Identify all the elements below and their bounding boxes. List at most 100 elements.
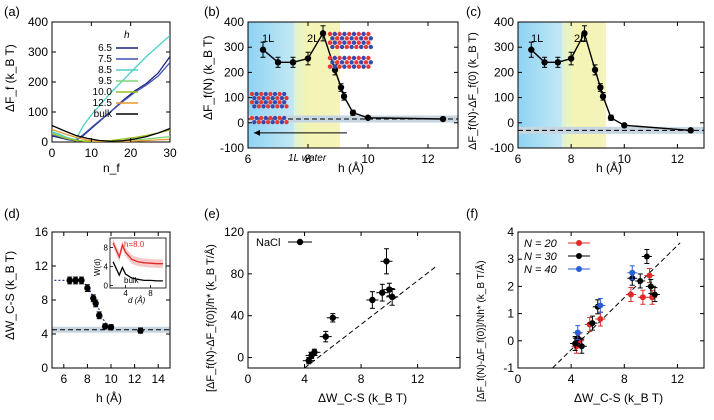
crystal-atom: [346, 64, 352, 69]
crystal-atom: [344, 44, 350, 50]
data-point: [96, 312, 103, 319]
crystal-atom: [272, 100, 278, 105]
crystal-atom: [344, 36, 350, 41]
crystal-atom: [346, 31, 352, 37]
crystal-atom: [282, 91, 287, 97]
crystal-icon-large: [327, 31, 374, 69]
crystal-atom: [351, 64, 357, 69]
crystal-atom: [284, 120, 289, 125]
crystal-atom: [346, 55, 352, 61]
data-point: [101, 323, 109, 330]
data-point: [554, 59, 562, 66]
crystal-atom: [337, 64, 342, 69]
panel-c-content: [518, 25, 704, 134]
crystal-atom: [332, 64, 338, 69]
fit-line: [54, 279, 114, 329]
data-point: [646, 272, 653, 279]
panel-f-label: (f): [466, 206, 478, 221]
crystal-atom: [327, 31, 333, 37]
crystal-atom: [351, 55, 357, 61]
crystal-atom: [356, 40, 362, 45]
crystal-atom: [361, 40, 366, 45]
data-point: [340, 93, 348, 100]
crystal-atom: [358, 44, 364, 50]
panel-c-axes: 6 8 10 12 -100 0 100 200 300 400: [490, 15, 704, 166]
y-tick-label: 0: [41, 135, 48, 149]
panel-b: 1L 2L 6 8 10 12 -100 0 100 200 300 400 (b) 1L wat…: [201, 4, 459, 175]
legend-label: N = 20: [524, 238, 558, 250]
data-point: [137, 327, 144, 334]
crystal-atom: [366, 31, 371, 37]
panel-f-xlabel: ΔW_C-S (k_B T): [574, 391, 663, 405]
legend-label: 6.5: [98, 43, 112, 54]
y-tick-label: 0: [41, 361, 48, 375]
panel-e-ylabel: [ΔF_f(N)-ΔF_f(0)]/h* (k_B T/Å): [204, 244, 217, 392]
crystal-atom: [275, 104, 280, 109]
y-tick-label: 4: [41, 327, 48, 341]
y-tick-label: -1: [503, 361, 514, 375]
y-tick-label: 120: [224, 225, 244, 239]
fit-line: [552, 242, 681, 369]
data-point: [311, 349, 318, 356]
data-point: [651, 291, 658, 298]
data-point: [599, 93, 607, 100]
x-tick-label: 10: [618, 152, 632, 166]
crystal-atom: [363, 60, 369, 65]
data-point: [379, 289, 386, 296]
x-tick-label: 10: [85, 146, 99, 160]
crystal-atom: [366, 64, 371, 69]
crystal-atom: [327, 64, 333, 69]
series-line: [52, 124, 170, 142]
y-tick-label: 100: [494, 91, 514, 105]
crystal-icon-small: [249, 91, 289, 125]
data-point: [439, 115, 447, 123]
crystal-atom: [330, 60, 335, 65]
crystal-atom: [268, 91, 273, 97]
crystal-atom: [261, 96, 266, 101]
y-tick-label: 400: [224, 15, 244, 29]
data-point: [72, 277, 79, 284]
x-tick-label: 12: [128, 372, 142, 386]
crystal-atom: [275, 96, 280, 101]
crystal-atom: [351, 31, 357, 37]
crystal-atom: [284, 96, 289, 101]
y-tick-label: 200: [224, 65, 244, 79]
legend-label: 12.5: [93, 98, 113, 109]
legend-marker: [576, 253, 582, 259]
data-point: [629, 269, 636, 276]
y-tick-label: 300: [494, 40, 514, 54]
crystal-atom: [334, 60, 340, 65]
panel-a-label: (a): [4, 4, 20, 19]
data-point: [78, 277, 85, 284]
y-tick-label: 200: [494, 65, 514, 79]
data-point: [329, 314, 336, 321]
fit-line: [304, 265, 438, 369]
x-tick-label: 20: [124, 146, 138, 160]
inset-ylabel: W(d): [93, 258, 102, 276]
crystal-atom: [342, 55, 347, 61]
crystal-atom: [249, 100, 255, 105]
data-point: [322, 333, 329, 340]
crystal-atom: [356, 31, 362, 37]
crystal-atom: [339, 36, 345, 41]
panel-f-frame: [517, 231, 705, 369]
crystal-atom: [366, 40, 371, 45]
x-tick-label: 10: [361, 152, 375, 166]
inset-label-bulk: bulk: [124, 276, 140, 285]
data-point: [578, 343, 585, 350]
panel-a-ylabel: ΔF_f (k_B T): [3, 44, 17, 112]
panel-e-legend: NaCl: [256, 237, 280, 249]
crystal-atom: [261, 120, 266, 125]
crystal-atom: [346, 40, 352, 45]
panel-f-legend: N = 20N = 30N = 40: [524, 238, 590, 276]
crystal-atom: [354, 44, 359, 50]
x-tick-label: 6: [515, 152, 522, 166]
crystal-atom: [332, 31, 338, 37]
panel-a-legend-title: h: [124, 30, 130, 41]
panel-c-xlabel: h (Å): [596, 160, 622, 175]
x-tick-label: 10: [104, 372, 118, 386]
x-tick-label: 6: [245, 152, 252, 166]
crystal-atom: [270, 104, 275, 109]
